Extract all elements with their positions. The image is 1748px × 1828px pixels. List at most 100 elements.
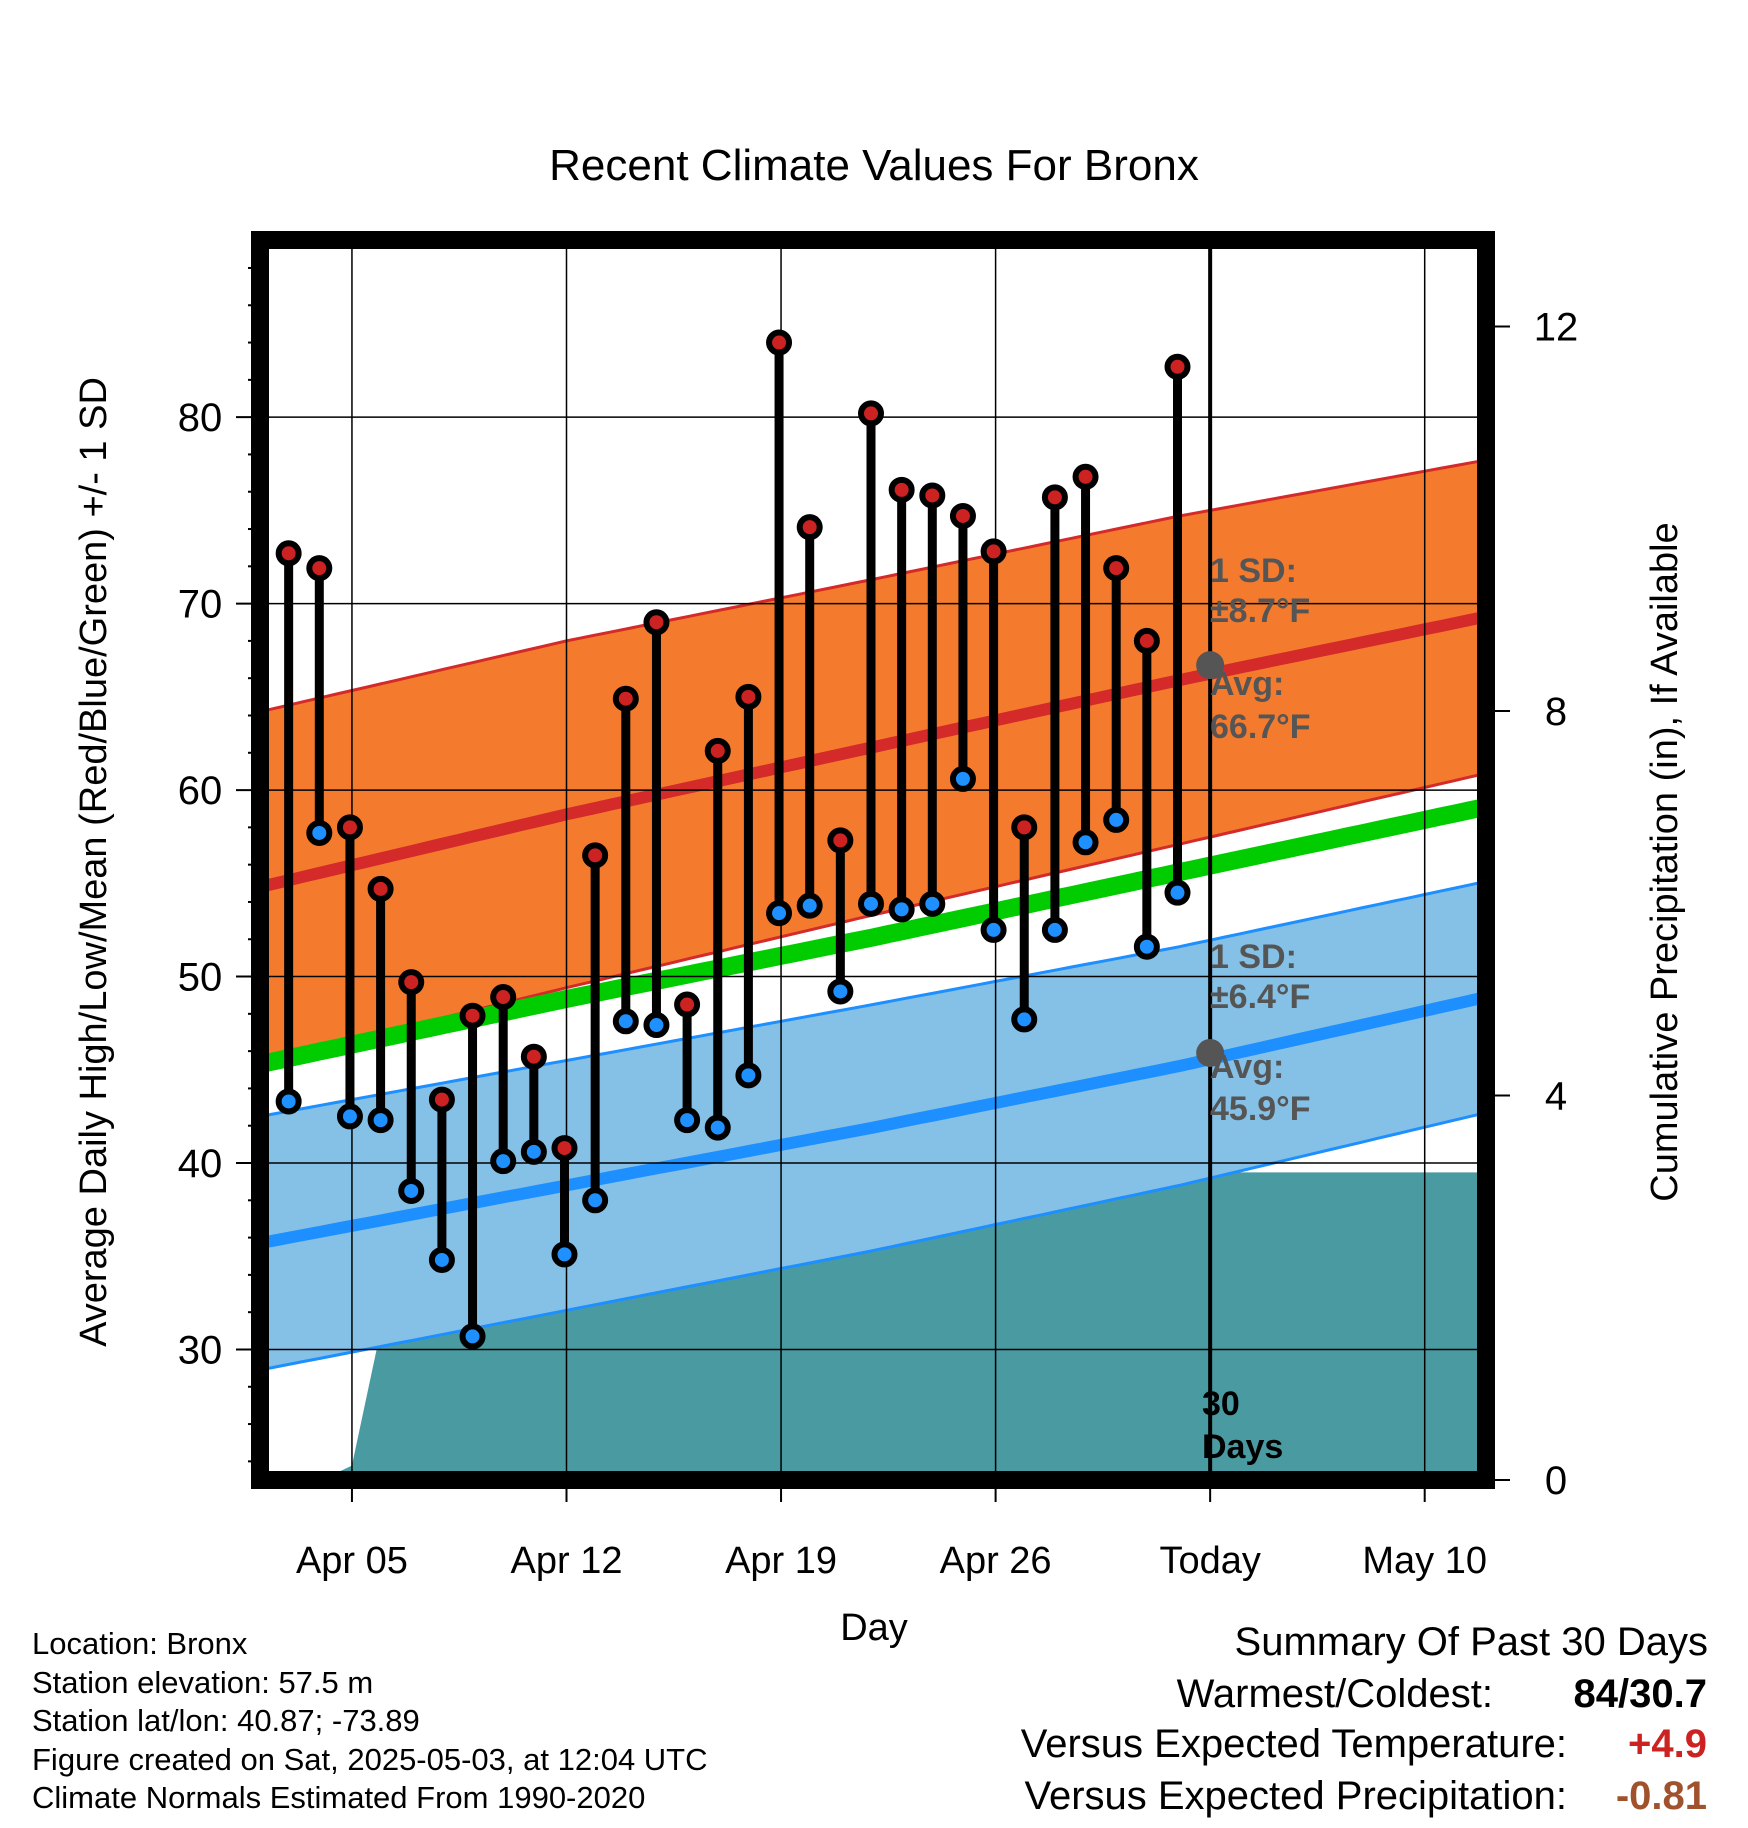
obs-high-point <box>766 329 793 356</box>
obs-low-point <box>888 896 915 923</box>
y-axis-ticks: 30 40 50 60 70 80 <box>178 266 260 1463</box>
obs-low-point <box>796 892 823 919</box>
station-location: Location: Bronx <box>32 1626 248 1661</box>
summary-temp-value: +4.9 <box>1628 1722 1707 1766</box>
obs-low-point <box>459 1323 486 1350</box>
y-tick-label: 50 <box>178 956 223 1000</box>
obs-high-point <box>1011 814 1038 841</box>
obs-high-point <box>367 875 394 902</box>
x-axis-label: Day <box>840 1607 908 1649</box>
x-tick-label: Apr 26 <box>940 1540 1052 1582</box>
x-tick-label: Today <box>1159 1540 1260 1582</box>
low-avg-value: 45.9°F <box>1210 1090 1311 1128</box>
obs-high-point <box>643 609 670 636</box>
y-tick-label: 60 <box>178 769 223 813</box>
x-tick-label: Apr 05 <box>296 1540 408 1582</box>
obs-high-point <box>980 538 1007 565</box>
warm-cold-label-text: Warmest/Coldest: <box>1176 1672 1493 1716</box>
obs-low-point <box>643 1012 670 1039</box>
today-high-avg-marker <box>1196 651 1225 680</box>
obs-low-point <box>919 890 946 917</box>
obs-high-point <box>949 502 976 529</box>
station-elevation: Station elevation: 57.5 m <box>32 1664 374 1700</box>
obs-low-point <box>582 1187 609 1214</box>
obs-high-point <box>459 1002 486 1029</box>
obs-low-point <box>1103 806 1130 833</box>
obs-low-point <box>1011 1006 1038 1033</box>
low-avg-label: Avg: <box>1210 1048 1284 1086</box>
y2-tick-label: 12 <box>1534 306 1579 350</box>
figure-created: Figure created on Sat, 2025-05-03, at 12… <box>32 1741 708 1777</box>
observations <box>275 329 1191 1350</box>
obs-high-point <box>888 476 915 503</box>
low-sd-value: ±6.4°F <box>1210 978 1310 1016</box>
y2-tick-label: 4 <box>1545 1075 1567 1119</box>
obs-low-point <box>490 1148 517 1175</box>
obs-high-point <box>275 540 302 567</box>
obs-high-point <box>735 683 762 710</box>
obs-high-point <box>520 1043 547 1070</box>
summary-precip-value: -0.81 <box>1615 1774 1707 1818</box>
obs-low-point <box>367 1107 394 1134</box>
obs-high-point <box>612 685 639 712</box>
obs-high-point <box>551 1135 578 1162</box>
y2-tick-label: 8 <box>1545 690 1567 734</box>
obs-low-point <box>949 765 976 792</box>
obs-low-point <box>612 1008 639 1035</box>
x-tick-label: May 10 <box>1362 1540 1487 1582</box>
plot-frame <box>251 231 1495 1489</box>
obs-high-point <box>1041 484 1068 511</box>
obs-high-point <box>306 555 333 582</box>
low-sd-label: 1 SD: <box>1210 938 1297 976</box>
obs-high-point <box>428 1086 455 1113</box>
y2-tick-label: 0 <box>1545 1459 1567 1503</box>
obs-low-point <box>551 1241 578 1268</box>
obs-low-point <box>980 916 1007 943</box>
high-sd-label: 1 SD: <box>1210 552 1297 590</box>
obs-high-point <box>674 991 701 1018</box>
obs-low-point <box>827 978 854 1005</box>
obs-low-point <box>520 1138 547 1165</box>
low-sd-upper-line <box>266 881 1480 1117</box>
high-sd-value: ±8.7°F <box>1210 592 1310 630</box>
temp-label-text: Versus Expected Temperature: <box>1020 1722 1567 1766</box>
obs-low-point <box>735 1062 762 1089</box>
summary-title: Summary Of Past 30 Days <box>1234 1620 1708 1664</box>
today-low-avg-marker <box>1196 1038 1225 1067</box>
obs-high-point <box>704 737 731 764</box>
obs-low-point <box>858 890 884 917</box>
x-tick-label: Apr 12 <box>511 1540 623 1582</box>
obs-low-point <box>275 1088 302 1115</box>
obs-low-point <box>674 1107 701 1134</box>
x-axis-ticks: Apr 05 Apr 12 Apr 19 Apr 26 Today May 10 <box>296 1480 1487 1582</box>
obs-low-point <box>766 900 793 927</box>
obs-low-point <box>1072 829 1099 856</box>
x-tick-label: Apr 19 <box>725 1540 837 1582</box>
obs-high-point <box>1072 463 1099 490</box>
y-tick-label: 80 <box>178 396 223 440</box>
obs-high-point <box>1164 353 1191 380</box>
obs-high-point <box>858 400 884 427</box>
y2-axis-ticks: 0 4 8 12 <box>1486 306 1578 1503</box>
climate-normals-note: Climate Normals Estimated From 1990-2020 <box>32 1780 646 1815</box>
precip-label-text: Versus Expected Precipitation: <box>1024 1774 1567 1818</box>
station-info: Location: Bronx Station elevation: 57.5 … <box>32 1625 708 1818</box>
obs-high-point <box>1103 555 1130 582</box>
obs-low-point <box>704 1114 731 1141</box>
obs-high-point <box>796 514 823 541</box>
window-days-number: 30 <box>1202 1385 1240 1423</box>
chart-title: Recent Climate Values For Bronx <box>549 141 1199 190</box>
obs-low-point <box>1164 879 1191 906</box>
obs-low-point <box>1133 933 1160 960</box>
y-axis-label: Average Daily High/Low/Mean (Red/Blue/Gr… <box>73 377 115 1347</box>
obs-high-point <box>919 482 946 509</box>
high-avg-label: Avg: <box>1210 665 1284 703</box>
obs-high-point <box>490 984 517 1011</box>
obs-high-point <box>336 814 363 841</box>
y-tick-label: 40 <box>178 1142 223 1186</box>
obs-high-point <box>1133 627 1160 654</box>
y2-axis-label: Cumulative Precipitation (in), If Availa… <box>1644 522 1686 1201</box>
obs-low-point <box>306 819 333 846</box>
summary-warm-cold-value: 84/30.7 <box>1573 1672 1707 1716</box>
